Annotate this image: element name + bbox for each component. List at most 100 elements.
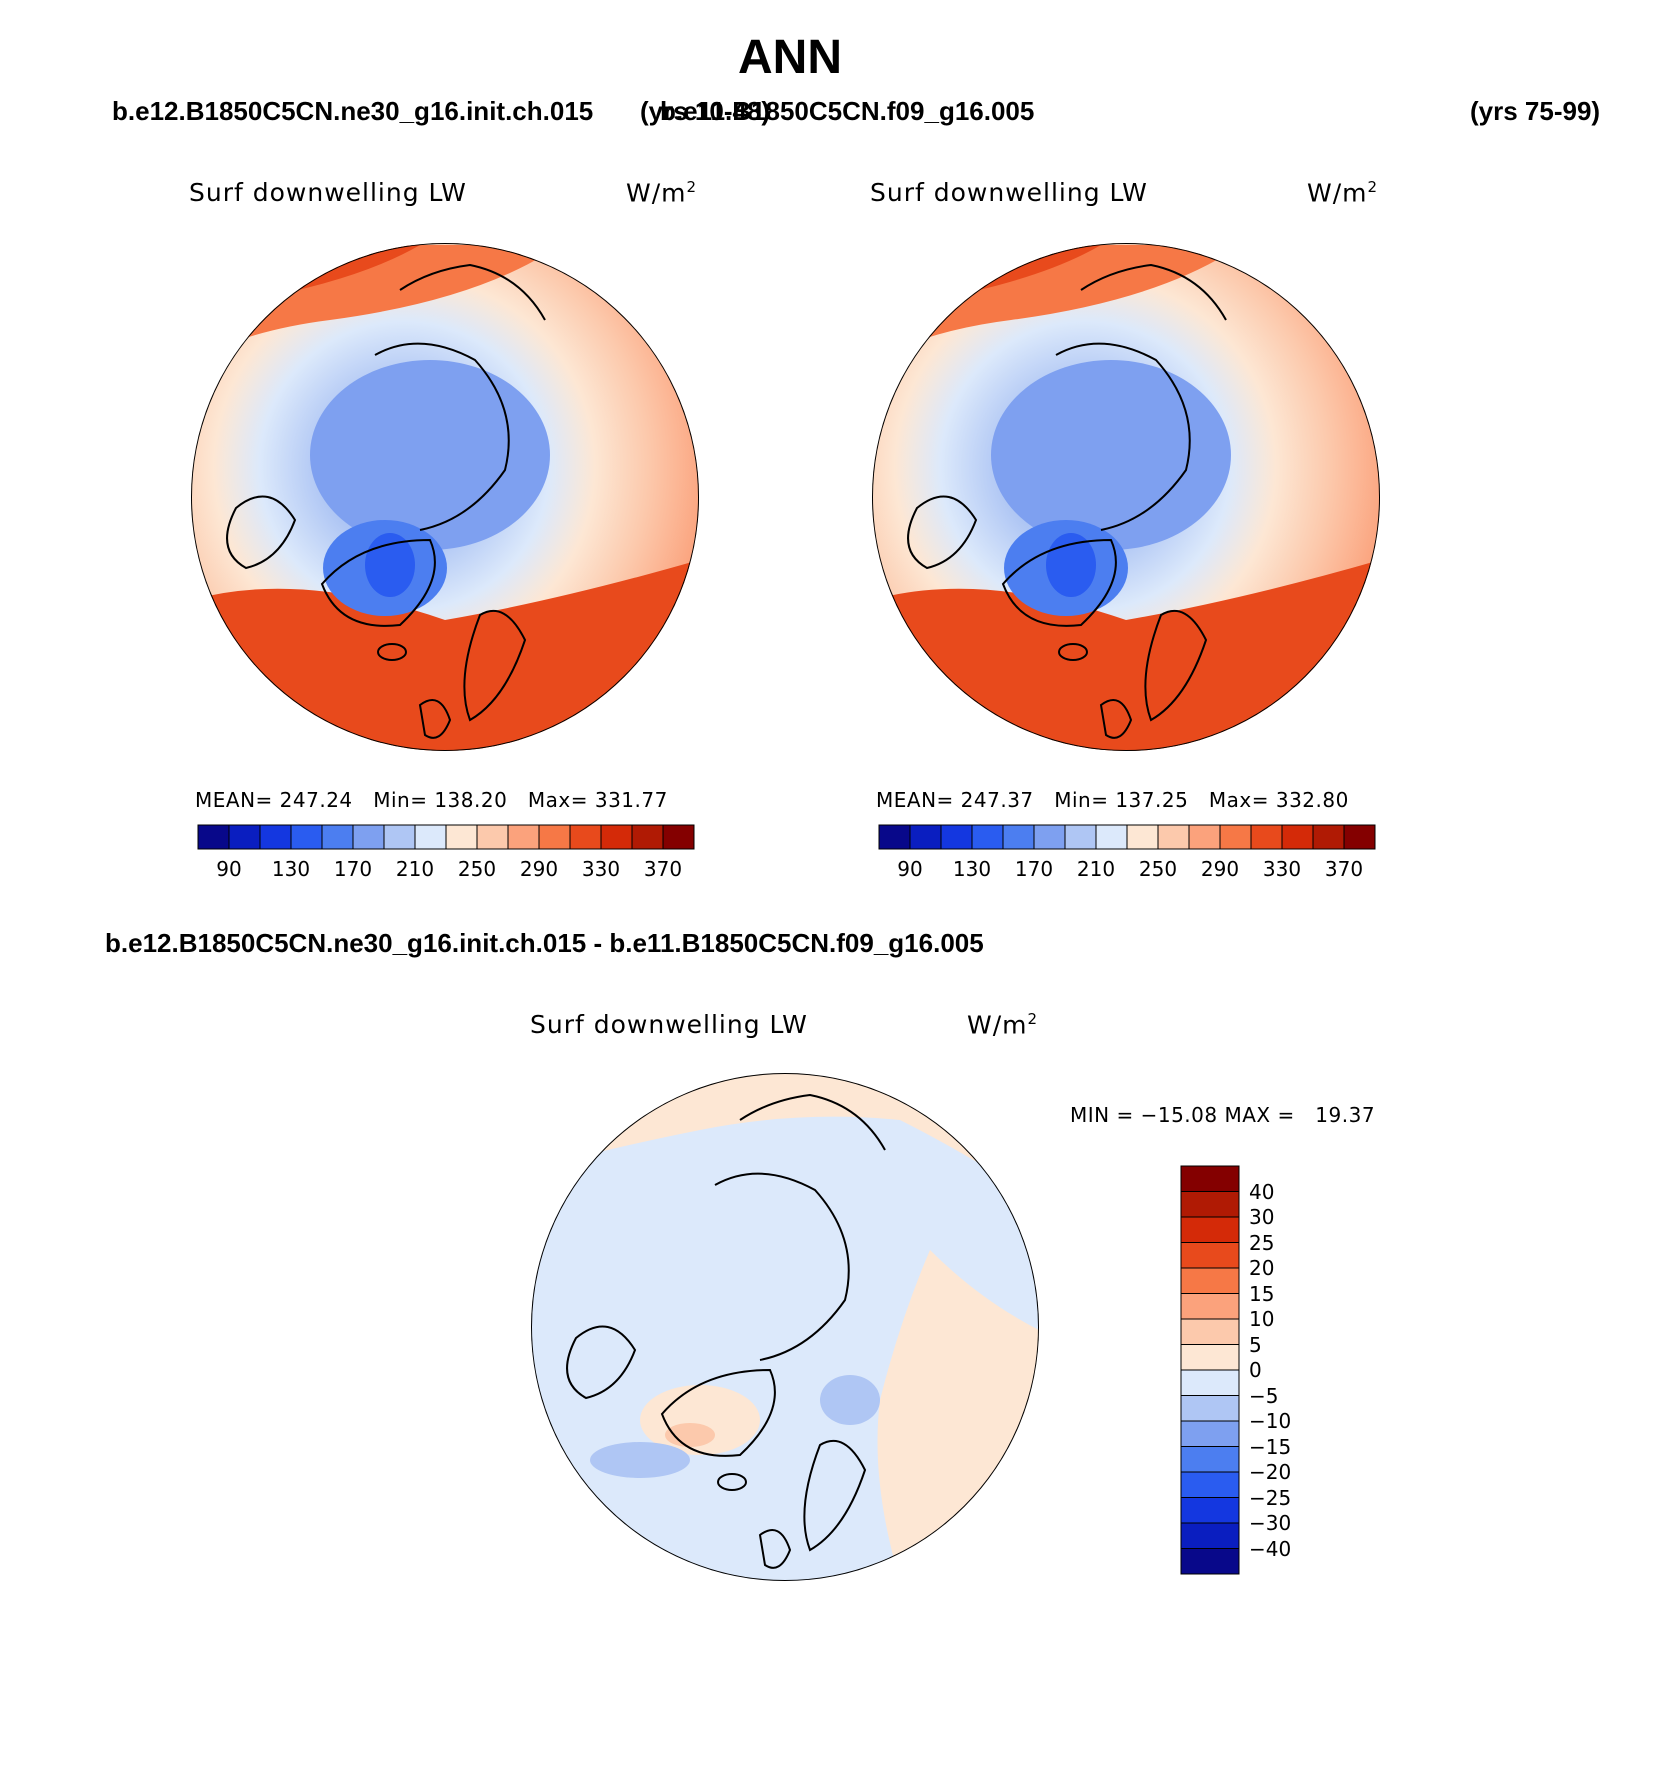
map3	[531, 1073, 1039, 1581]
colorbar2-swatch	[1281, 824, 1314, 850]
map3-cold-patch	[820, 1375, 880, 1425]
diff-title: b.e12.B1850C5CN.ne30_g16.init.ch.015 - b…	[105, 928, 984, 958]
colorbar1-swatch	[631, 824, 664, 850]
panel2-stats: MEAN= 247.37 Min= 137.25 Max= 332.80	[876, 788, 1349, 812]
colorbar1-swatch	[383, 824, 416, 850]
colorbar3-tick-label: −15	[1249, 1434, 1292, 1459]
colorbar1-swatch	[228, 824, 261, 850]
colorbar2-swatch	[909, 824, 942, 850]
colorbar2-swatch	[971, 824, 1004, 850]
colorbar3-tick-label: 10	[1249, 1307, 1275, 1331]
colorbar3-tick-label: −30	[1249, 1511, 1292, 1535]
colorbar1-swatch	[259, 824, 292, 850]
colorbar3-swatch	[1180, 1548, 1240, 1575]
colorbar2-tick-label: 330	[1262, 857, 1302, 881]
panel3-units: W/m2	[967, 1010, 1039, 1040]
panel1-title: Surf downwelling LW	[189, 178, 467, 207]
colorbar2-tick-label: 290	[1200, 857, 1240, 881]
colorbar2-swatch	[1250, 824, 1283, 850]
colorbar1-swatch	[352, 824, 385, 850]
colorbar1-tick-label: 370	[643, 857, 683, 881]
colorbar1-tick-label: 290	[519, 857, 559, 881]
colorbar3-tick-label: −10	[1249, 1409, 1292, 1433]
colorbar2-tick-label: 250	[1138, 857, 1178, 881]
colorbar1-swatch	[662, 824, 695, 850]
colorbar1-swatch	[476, 824, 509, 850]
colorbar3-swatch	[1180, 1446, 1240, 1473]
colorbar3-swatch	[1180, 1369, 1240, 1396]
colorbar1-swatch	[321, 824, 354, 850]
panel3-title: Surf downwelling LW	[530, 1010, 808, 1039]
case1-years: (yrs 10-48)	[640, 96, 771, 126]
colorbar2-swatch	[1188, 824, 1221, 850]
colorbar3-swatch	[1180, 1522, 1240, 1549]
map1-coastlines	[226, 263, 546, 739]
colorbar2-tick-label: 130	[952, 857, 992, 881]
colorbar3-swatch	[1180, 1344, 1240, 1371]
colorbar1-swatch	[600, 824, 633, 850]
map1-greenland-core	[365, 533, 415, 597]
panel1-stats: MEAN= 247.24 Min= 138.20 Max= 331.77	[195, 788, 668, 812]
colorbar2-tick-label: 370	[1324, 857, 1364, 881]
case1-title: b.e12.B1850C5CN.ne30_g16.init.ch.015	[112, 96, 594, 126]
map2-greenland-core	[1046, 533, 1096, 597]
map2	[872, 243, 1380, 751]
case2-years: (yrs 75-99)	[1470, 96, 1601, 126]
colorbar2-swatch	[1219, 824, 1252, 850]
colorbar1-swatch	[290, 824, 323, 850]
colorbar1-swatch	[445, 824, 478, 850]
colorbar3-swatch	[1180, 1420, 1240, 1447]
panel2-title: Surf downwelling LW	[870, 178, 1148, 207]
colorbar3-tick-label: −20	[1249, 1460, 1292, 1484]
colorbar3-tick-label: 0	[1249, 1358, 1262, 1382]
panel1-units: W/m2	[626, 178, 698, 208]
colorbar3-swatch	[1180, 1242, 1240, 1269]
colorbar1-tick-label: 130	[271, 857, 311, 881]
map3-cold-patch-2	[590, 1442, 690, 1478]
colorbar3-tick-label: −5	[1249, 1383, 1279, 1408]
colorbar3-swatch	[1180, 1293, 1240, 1320]
colorbar1-tick-label: 90	[216, 857, 242, 881]
colorbar1-swatch	[507, 824, 540, 850]
map1	[191, 243, 699, 751]
colorbar1-swatch	[538, 824, 571, 850]
colorbar3-swatch	[1180, 1471, 1240, 1498]
colorbar1-tick-label: 170	[333, 857, 373, 881]
map3-warm-greenland-core	[665, 1423, 715, 1447]
colorbar2-swatch	[1312, 824, 1345, 850]
map1-warm-atlantic	[191, 560, 699, 751]
colorbar2-tick-label: 170	[1014, 857, 1054, 881]
colorbar2-swatch	[1343, 824, 1376, 850]
colorbar2-swatch	[878, 824, 911, 850]
colorbar1-swatch	[569, 824, 602, 850]
colorbar1-tick-label: 210	[395, 857, 435, 881]
colorbar3-swatch	[1180, 1267, 1240, 1294]
colorbar1-tick-label: 250	[457, 857, 497, 881]
colorbar1-tick-label: 330	[581, 857, 621, 881]
colorbar3-tick-label: 5	[1249, 1332, 1262, 1357]
colorbar2-swatch	[1095, 824, 1128, 850]
colorbar1-swatch	[414, 824, 447, 850]
colorbar3-tick-label: 30	[1249, 1205, 1275, 1229]
main-title: ANN	[738, 31, 842, 84]
colorbar3-tick-label: 25	[1249, 1230, 1275, 1255]
map2-arctic-cold	[991, 360, 1231, 550]
panel3-stats: MIN = −15.08 MAX = 19.37	[1070, 1103, 1376, 1127]
colorbar2-swatch	[1033, 824, 1066, 850]
colorbar3-tick-label: −40	[1249, 1536, 1292, 1561]
map1-arctic-cold	[310, 360, 550, 550]
case2-title: b.e11.B1850C5CN.f09_g16.005	[660, 96, 1035, 126]
colorbar2-tick-label: 90	[897, 857, 923, 881]
map2-warm-atlantic	[872, 560, 1380, 751]
colorbar3-swatch	[1180, 1165, 1240, 1192]
colorbar3-swatch	[1180, 1216, 1240, 1243]
colorbar3-swatch	[1180, 1395, 1240, 1422]
map3-coastlines	[566, 1093, 886, 1569]
colorbar2-swatch	[1064, 824, 1097, 850]
panel2-units: W/m2	[1307, 178, 1379, 208]
colorbar3-swatch	[1180, 1318, 1240, 1345]
colorbar2-swatch	[1126, 824, 1159, 850]
map2-coastlines	[907, 263, 1227, 739]
colorbar2-swatch	[1002, 824, 1035, 850]
